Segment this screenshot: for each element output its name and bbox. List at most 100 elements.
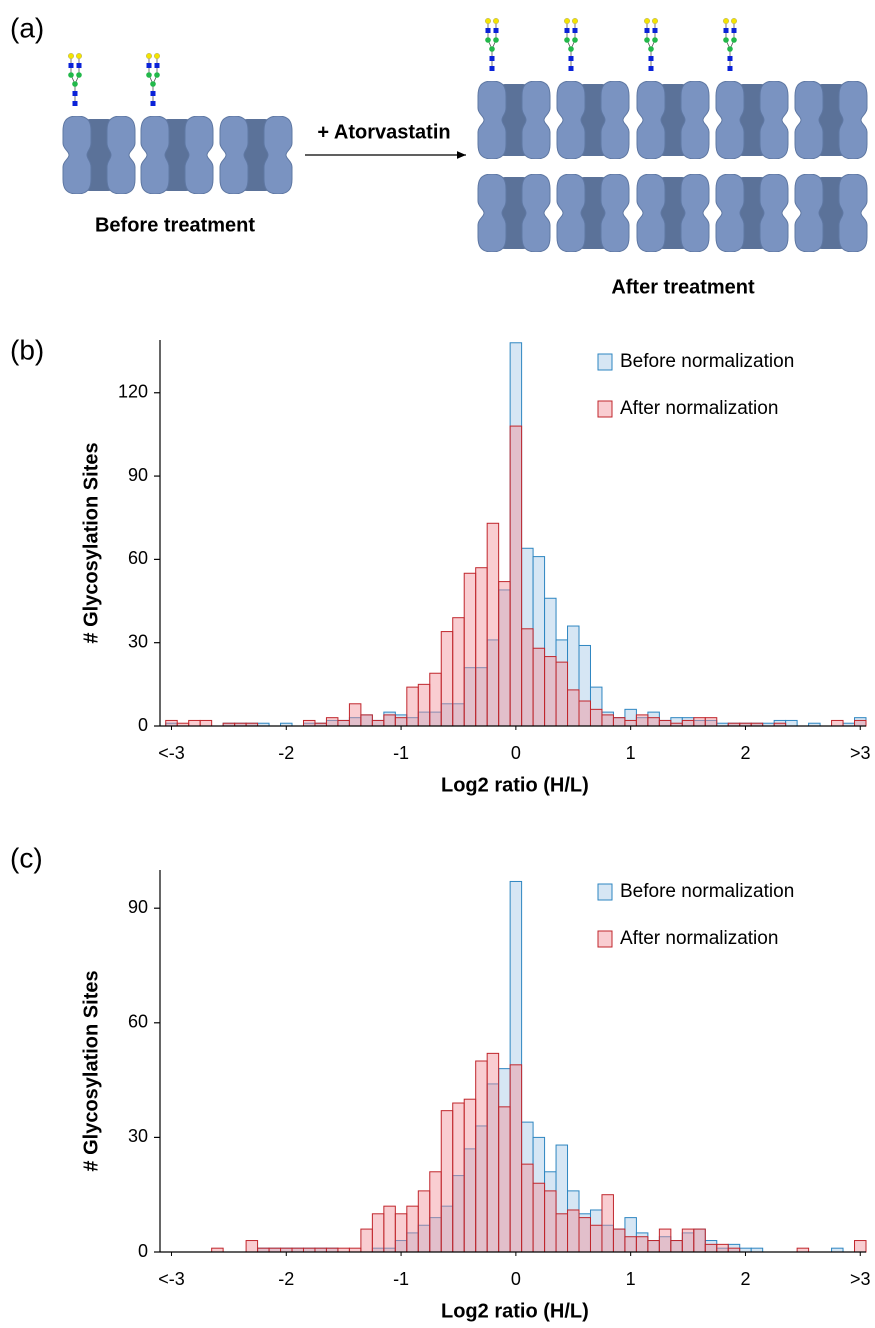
bar: [555, 1213, 569, 1253]
y-tick-label: 60: [128, 1012, 148, 1032]
bar: [658, 1228, 672, 1253]
bar: [417, 1190, 431, 1253]
protein: [220, 116, 292, 194]
bar: [429, 672, 442, 727]
x-tick-label: 1: [626, 743, 636, 763]
bar: [463, 1098, 477, 1253]
histogram-chart: (b) 0 30 60 90 120 <-3 -2 -1 0 1 2 >3 Log2 ratio (H/L…: [10, 334, 871, 796]
x-tick-label: <-3: [158, 743, 185, 763]
y-tick-label: 0: [138, 715, 148, 735]
y-tick-label: 0: [138, 1241, 148, 1261]
bar: [693, 1228, 706, 1253]
bar: [498, 581, 511, 727]
bar: [693, 717, 706, 727]
x-tick-label: <-3: [158, 1269, 185, 1289]
bar: [612, 1228, 626, 1253]
x-tick-label: 2: [740, 1269, 750, 1289]
bar: [589, 708, 603, 727]
bar: [406, 686, 419, 727]
legend-swatch: [597, 883, 613, 901]
y-axis-label: # Glycosylation Sites: [80, 970, 102, 1171]
bar: [371, 1213, 385, 1253]
protein: [795, 174, 867, 252]
bar: [463, 572, 477, 727]
arrow-label: + Atorvastatin: [317, 121, 450, 143]
bar: [165, 719, 178, 727]
bar: [624, 1236, 637, 1253]
bar: [635, 714, 649, 727]
protein: [795, 81, 867, 159]
bar: [647, 1240, 660, 1253]
protein: [637, 174, 709, 252]
bar: [383, 714, 396, 727]
bar: [704, 1243, 718, 1253]
bar: [486, 522, 500, 727]
bar: [532, 1182, 546, 1253]
x-tick-label: -1: [393, 1269, 409, 1289]
x-tick-label: -2: [278, 743, 294, 763]
legend-label: Before normalization: [620, 351, 794, 372]
bar: [647, 717, 660, 727]
histogram-chart: (c) 0 30 60 90 <-3 -2 -1 0 1 2 >3 Log2 ratio (H/L) # …: [10, 842, 871, 1322]
glycan: [485, 18, 499, 71]
protein: [716, 81, 788, 159]
y-tick-label: 60: [128, 548, 148, 568]
bar: [831, 719, 844, 727]
bar: [394, 1213, 408, 1253]
y-axis-label: # Glycosylation Sites: [80, 442, 102, 643]
y-tick-label: 30: [128, 631, 148, 651]
bar: [245, 1240, 259, 1253]
bar: [578, 700, 591, 727]
bar: [475, 1060, 488, 1253]
panel-label: (c): [10, 842, 43, 873]
bar: [624, 719, 637, 727]
legend-swatch: [597, 930, 613, 948]
protein: [557, 81, 629, 159]
bar: [521, 1163, 534, 1253]
bar: [555, 661, 569, 727]
protein: [478, 81, 550, 159]
bar: [394, 717, 408, 727]
bar: [509, 1064, 523, 1253]
protein: [63, 116, 135, 194]
protein: [716, 174, 788, 252]
glycan: [723, 18, 737, 71]
x-axis-label: Log2 ratio (H/L): [441, 1300, 589, 1322]
bar: [348, 703, 362, 727]
protein: [478, 174, 550, 252]
bar: [406, 1205, 419, 1253]
glycan: [564, 18, 578, 71]
x-tick-label: -1: [393, 743, 409, 763]
after-label: After treatment: [611, 276, 755, 298]
bar: [188, 719, 201, 727]
bar: [567, 689, 580, 727]
bar: [452, 1102, 465, 1253]
glycan: [68, 53, 82, 106]
bar: [601, 1194, 614, 1253]
bar: [544, 656, 557, 727]
x-tick-label: 0: [511, 743, 521, 763]
y-tick-label: 120: [118, 382, 148, 402]
bar: [337, 719, 350, 727]
y-tick-label: 90: [128, 465, 148, 485]
legend-label: Before normalization: [620, 881, 794, 902]
bar: [532, 647, 546, 727]
diagram: (a) Before treatment + Atorvastatin Afte…: [10, 12, 867, 298]
glycan: [644, 18, 658, 71]
bar: [360, 714, 373, 727]
bar: [360, 1228, 373, 1253]
bar: [670, 1240, 683, 1253]
bar: [429, 1171, 442, 1253]
bar: [302, 719, 316, 727]
bar: [417, 683, 431, 727]
legend-label: After normalization: [620, 928, 778, 949]
bar: [681, 1228, 695, 1253]
x-tick-label: >3: [850, 743, 871, 763]
bar: [785, 719, 798, 727]
x-tick-label: >3: [850, 1269, 871, 1289]
bar: [440, 1110, 454, 1253]
bar: [371, 719, 385, 727]
panel-label: (a): [10, 12, 44, 43]
bar: [681, 719, 695, 727]
protein: [141, 116, 213, 194]
